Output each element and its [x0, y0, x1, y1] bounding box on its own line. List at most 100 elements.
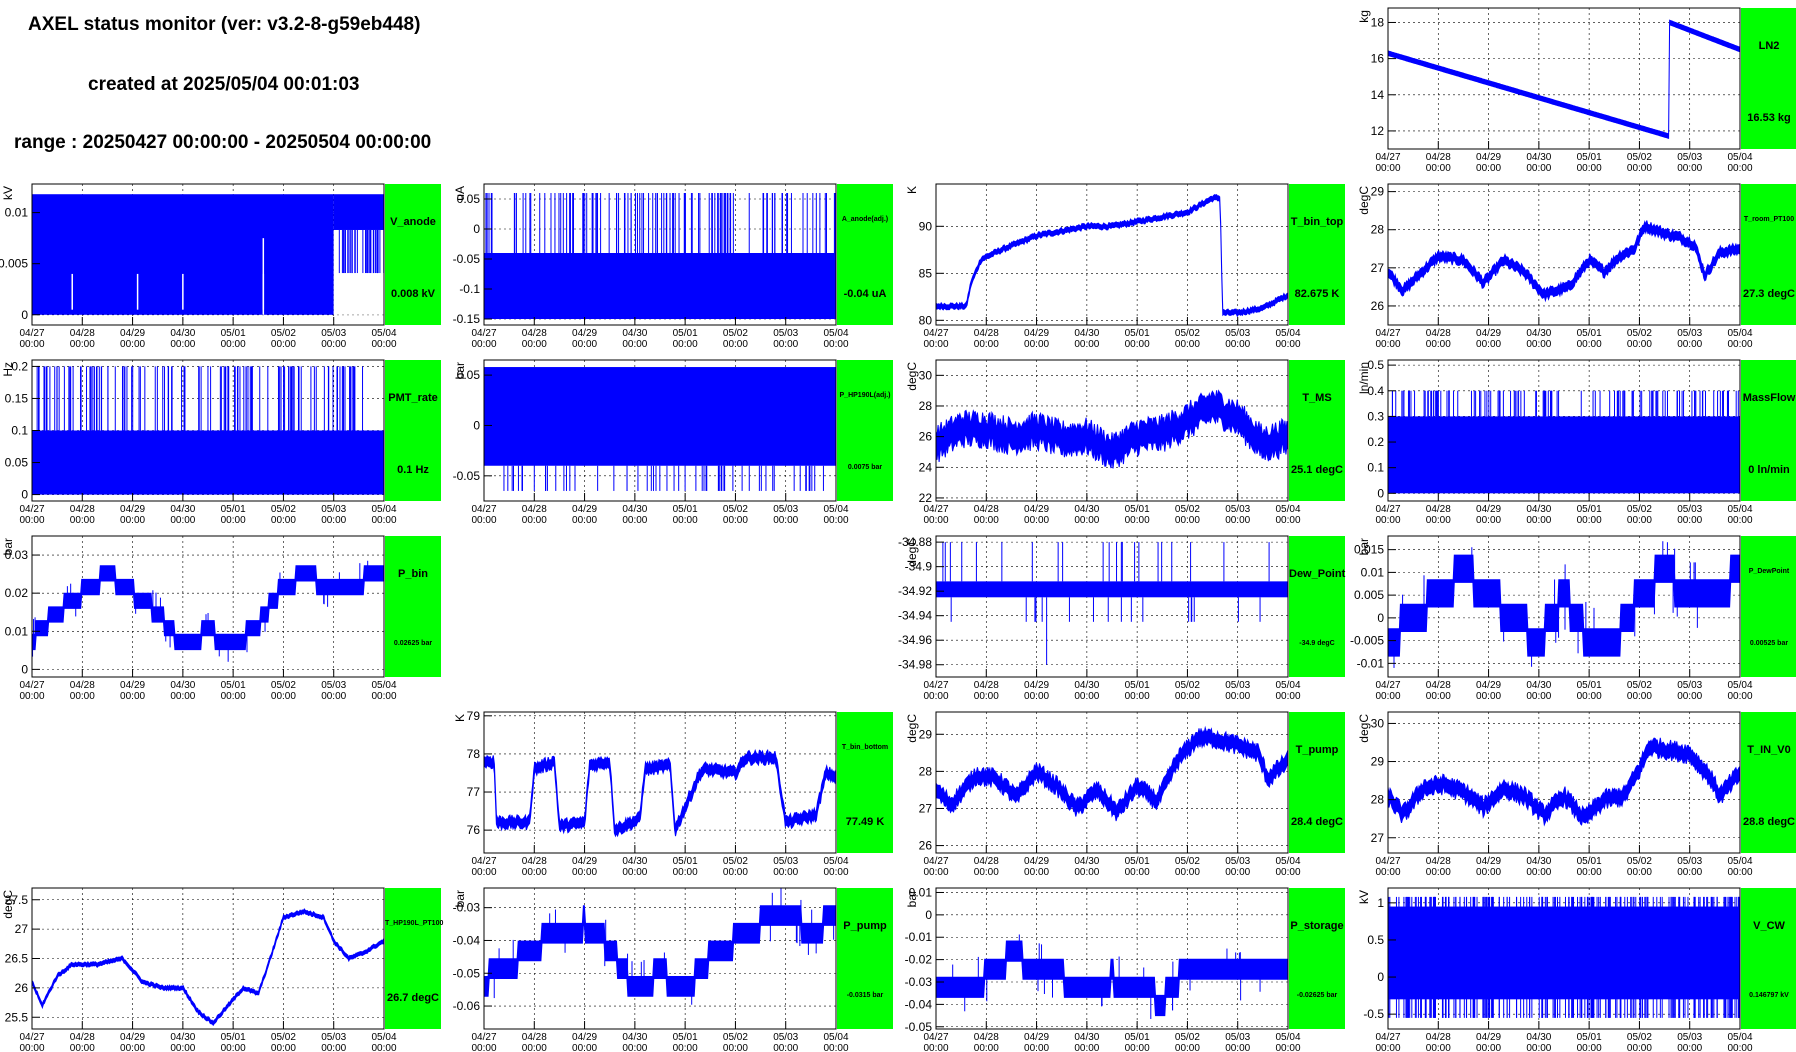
x-tick-label-date: 04/30 [170, 1032, 195, 1043]
chart-panel-massflow: 0 0.1 0.2 0.3 0.4 0.5 04/27 00:00 04/28 00:00 04/2… [1356, 358, 1796, 526]
y-tick-label: 29 [919, 727, 933, 741]
x-tick-label-date: 05/02 [723, 1032, 748, 1043]
chart-svg-t_bin_bottom: 7677787904/2700:0004/2800:0004/2900:0004… [453, 709, 849, 878]
data-series [936, 542, 1288, 665]
x-tick-label-time: 00:00 [673, 1043, 698, 1052]
x-tick-label-date: 04/27 [471, 1032, 496, 1043]
x-tick-label-time: 00:00 [1426, 339, 1451, 350]
x-tick-label-time: 00:00 [1577, 691, 1602, 702]
x-tick-label-date: 05/04 [1727, 680, 1752, 691]
x-tick-label-date: 05/02 [271, 328, 296, 339]
x-tick-label-time: 00:00 [321, 1043, 346, 1052]
y-tick-label: 28 [919, 399, 933, 413]
y-tick-label: 26 [15, 981, 29, 995]
y-axis-unit: kV [1, 186, 15, 200]
status-box: T_bin_bottom 77.49 K [837, 712, 893, 853]
x-tick-label-date: 04/28 [70, 328, 95, 339]
data-band [1388, 416, 1740, 494]
x-tick-label-date: 05/03 [1225, 504, 1250, 515]
chart-panel-p_pump: -0.06 -0.05 -0.04 -0.03 04/27 00:00 04/28 00:00… [452, 887, 900, 1052]
x-tick-label-date: 05/02 [1175, 504, 1200, 515]
x-tick-label-date: 05/03 [1677, 680, 1702, 691]
y-tick-label: -0.15 [453, 312, 481, 326]
x-tick-label-time: 00:00 [1175, 339, 1200, 350]
x-tick-label-time: 00:00 [1375, 515, 1400, 526]
plot-frame [1387, 887, 1741, 1030]
x-tick-label-time: 00:00 [1375, 339, 1400, 350]
x-tick-label-date: 05/01 [221, 1032, 246, 1043]
x-tick-label-date: 04/29 [1476, 680, 1501, 691]
x-tick-label-time: 00:00 [1727, 339, 1752, 350]
x-tick-label-time: 00:00 [673, 867, 698, 878]
x-tick-label-time: 00:00 [19, 515, 44, 526]
y-tick-label: 0.2 [1367, 435, 1384, 449]
x-tick-label-time: 00:00 [221, 339, 246, 350]
x-tick-label-time: 00:00 [1677, 515, 1702, 526]
x-tick-label-date: 04/29 [1476, 328, 1501, 339]
x-tick-label-time: 00:00 [70, 691, 95, 702]
x-tick-label-time: 00:00 [1125, 867, 1150, 878]
x-tick-label-time: 00:00 [371, 1043, 396, 1052]
x-tick-label-date: 04/29 [572, 504, 597, 515]
x-tick-label-time: 00:00 [1426, 515, 1451, 526]
status-value: 25.1 degC [1291, 464, 1343, 476]
x-tick-label-time: 00:00 [321, 515, 346, 526]
y-tick-label: 28 [1371, 223, 1385, 237]
y-tick-label: 90 [919, 219, 933, 233]
x-tick-label-time: 00:00 [1426, 867, 1451, 878]
y-tick-label: 76 [467, 823, 481, 837]
status-box: T_MS 25.1 degC [1289, 360, 1345, 501]
x-tick-label-date: 05/02 [1627, 680, 1652, 691]
x-tick-label-time: 00:00 [19, 339, 44, 350]
x-tick-label-date: 05/01 [1125, 680, 1150, 691]
status-value: 0.0075 bar [847, 464, 883, 471]
x-tick-label-date: 04/29 [1024, 680, 1049, 691]
chart-svg-p_dewpoint: -0.01-0.00500.0050.010.01504/2700:0004/2… [1350, 535, 1753, 702]
y-tick-label: 30 [919, 368, 933, 382]
y-axis-unit: K [453, 714, 467, 722]
x-tick-label-date: 05/03 [321, 1032, 346, 1043]
x-tick-label-time: 00:00 [1577, 515, 1602, 526]
y-tick-label: -0.02 [905, 953, 933, 967]
plot-frame [1387, 7, 1741, 150]
x-tick-label-date: 05/01 [1125, 504, 1150, 515]
x-tick-label-date: 04/27 [1375, 1032, 1400, 1043]
y-tick-label: 0.02 [5, 586, 29, 600]
x-tick-label-date: 05/01 [1577, 856, 1602, 867]
chart-svg-t_room_pt100: 2627282904/2700:0004/2800:0004/2900:0004… [1357, 183, 1753, 350]
x-tick-label-date: 05/02 [723, 504, 748, 515]
x-tick-label-date: 04/27 [19, 504, 44, 515]
data-series [32, 366, 384, 495]
chart-panel-t_hp190l_pt100: 25.5 26 26.5 27 27.5 04/27 00:00 04/28 00:00 04/2… [0, 887, 448, 1052]
data-band [1388, 906, 1740, 1000]
y-tick-label: 0.01 [909, 885, 933, 899]
x-tick-label-time: 00:00 [1074, 691, 1099, 702]
x-tick-label-date: 04/30 [622, 1032, 647, 1043]
status-value: 27.3 degC [1743, 288, 1795, 300]
x-tick-label-time: 00:00 [723, 867, 748, 878]
y-tick-label: 28 [1371, 793, 1385, 807]
x-tick-label-date: 05/01 [1125, 1032, 1150, 1043]
x-tick-label-time: 00:00 [1375, 867, 1400, 878]
x-tick-label-date: 04/29 [1476, 504, 1501, 515]
x-tick-label-time: 00:00 [1024, 691, 1049, 702]
y-axis-unit: K [905, 186, 919, 194]
y-tick-label: 0 [1377, 611, 1384, 625]
status-value: 0.008 kV [390, 288, 436, 300]
x-tick-label-time: 00:00 [170, 339, 195, 350]
data-band [936, 581, 1288, 598]
status-value: 82.675 K [1294, 288, 1340, 300]
chart-svg-p_pump: -0.06-0.05-0.04-0.0304/2700:0004/2800:00… [453, 887, 849, 1052]
x-tick-label-date: 05/01 [1577, 328, 1602, 339]
x-tick-label-time: 00:00 [321, 339, 346, 350]
plot-frame [935, 359, 1289, 502]
x-tick-label-date: 05/03 [1225, 680, 1250, 691]
y-tick-label: 26 [1371, 299, 1385, 313]
data-line [32, 565, 384, 651]
x-tick-label-time: 00:00 [70, 1043, 95, 1052]
x-tick-label-time: 00:00 [1375, 163, 1400, 174]
x-tick-label-date: 05/02 [271, 1032, 296, 1043]
chart-panel-t_room_pt100: 26 27 28 29 04/27 00:00 04/28 00:00 04/29 00:00 04… [1356, 183, 1796, 350]
status-label: V_anode [390, 216, 436, 228]
